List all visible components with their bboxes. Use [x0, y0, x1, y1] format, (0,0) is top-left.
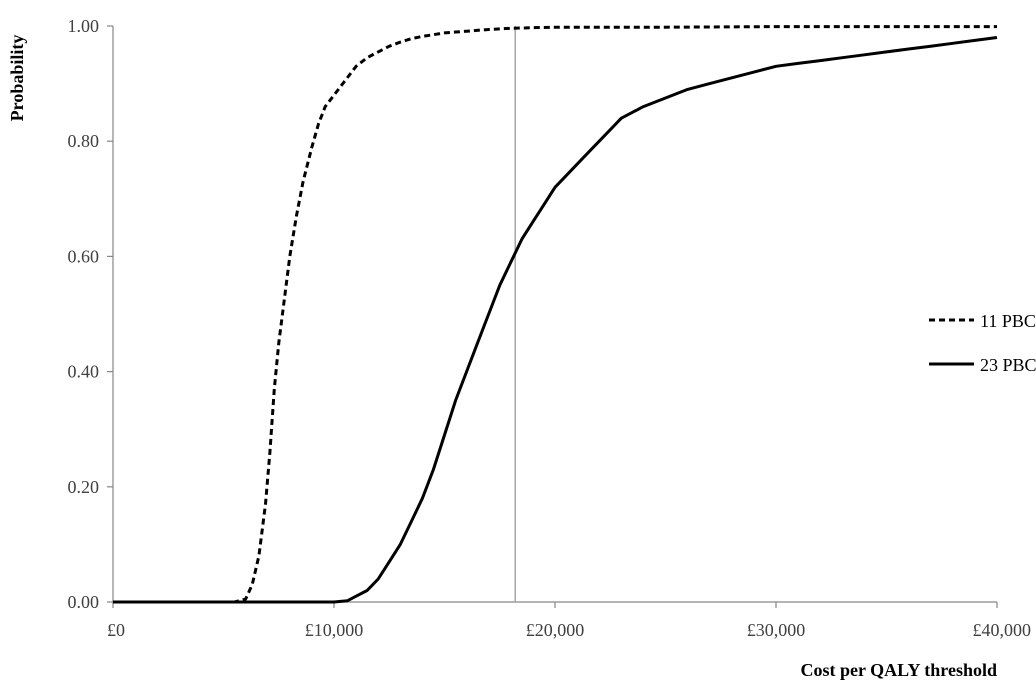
x-tick-label: £20,000: [526, 620, 585, 640]
y-tick-label: 0.00: [68, 592, 100, 612]
x-tick-label: £30,000: [747, 620, 806, 640]
legend-label-23-pbcs: 23 PBCs: [980, 355, 1036, 375]
x-tick-label: £0: [107, 620, 125, 640]
y-tick-label: 0.80: [68, 131, 100, 151]
x-tick-label: £40,000: [973, 620, 1032, 640]
x-ticks: £0 £10,000 £20,000 £30,000 £40,000: [107, 602, 1031, 640]
y-ticks: 0.00 0.20 0.40 0.60 0.80 1.00: [68, 16, 114, 612]
axes: [113, 26, 997, 602]
x-tick-label: £10,000: [305, 620, 364, 640]
legend-label-11-pbcs: 11 PBCs: [980, 311, 1036, 331]
y-tick-label: 0.40: [68, 362, 100, 382]
series-line-11-pbcs: [113, 27, 997, 602]
x-axis-title: Cost per QALY threshold: [800, 660, 997, 680]
series-line-23-pbcs: [113, 38, 997, 603]
series-lines: [113, 27, 997, 602]
legend: 11 PBCs 23 PBCs: [929, 311, 1036, 375]
y-tick-label: 0.60: [68, 246, 100, 266]
y-axis-title: Probability: [7, 35, 27, 122]
y-tick-label: 1.00: [68, 16, 100, 36]
y-tick-label: 0.20: [68, 477, 100, 497]
